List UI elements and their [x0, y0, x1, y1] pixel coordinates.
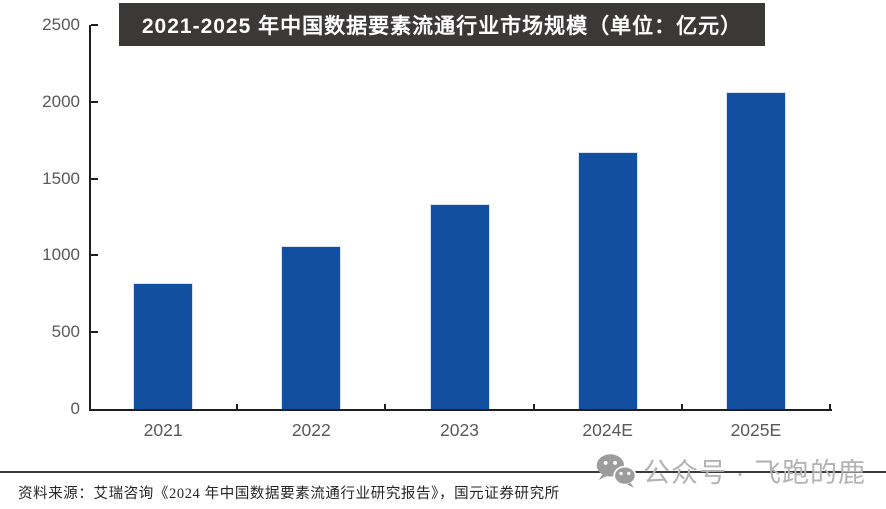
y-axis-label: 500	[51, 322, 80, 342]
footer-divider	[0, 471, 886, 473]
watermark-text: 公众号 · 飞跑的鹿	[643, 458, 866, 488]
y-axis-label: 2000	[42, 91, 80, 111]
x-axis-tick	[532, 404, 535, 409]
chart-title: 2021-2025 年中国数据要素流通行业市场规模（单位：亿元）	[141, 14, 743, 38]
x-axis-label: 2023	[440, 420, 479, 440]
x-axis-tick	[236, 404, 239, 409]
y-axis-tick	[91, 177, 98, 180]
bar-2022	[281, 246, 342, 409]
x-axis-tick	[384, 404, 387, 409]
x-axis-tick	[680, 404, 683, 409]
x-axis-label: 2025E	[730, 420, 782, 440]
y-axis-tick	[91, 254, 98, 257]
y-axis-tick	[91, 24, 98, 26]
y-axis-label: 0	[70, 399, 80, 418]
y-axis-label: 1000	[42, 245, 80, 265]
bar-2024E	[577, 152, 638, 409]
x-axis-label: 2021	[143, 420, 183, 440]
y-axis-tick	[91, 331, 98, 334]
bar-2023	[429, 204, 490, 409]
x-axis-label: 2024E	[582, 420, 633, 440]
y-axis-label: 2500	[42, 15, 80, 34]
chart-title-banner: 2021-2025 年中国数据要素流通行业市场规模（单位：亿元）	[119, 3, 765, 46]
source-note: 资料来源：艾瑞咨询《2024 年中国数据要素流通行业研究报告》，国元证券研究所	[18, 486, 560, 502]
bar-2025E	[725, 92, 786, 409]
y-axis-label: 1500	[42, 168, 80, 188]
x-axis-tick	[829, 404, 831, 409]
y-axis-tick	[91, 100, 98, 103]
watermark: 公众号 · 飞跑的鹿	[595, 451, 866, 490]
x-axis-label: 2022	[291, 420, 331, 440]
bar-2021	[133, 283, 194, 409]
wechat-icon	[596, 454, 636, 488]
x-axis-line	[89, 409, 832, 411]
y-axis-line	[89, 25, 91, 411]
